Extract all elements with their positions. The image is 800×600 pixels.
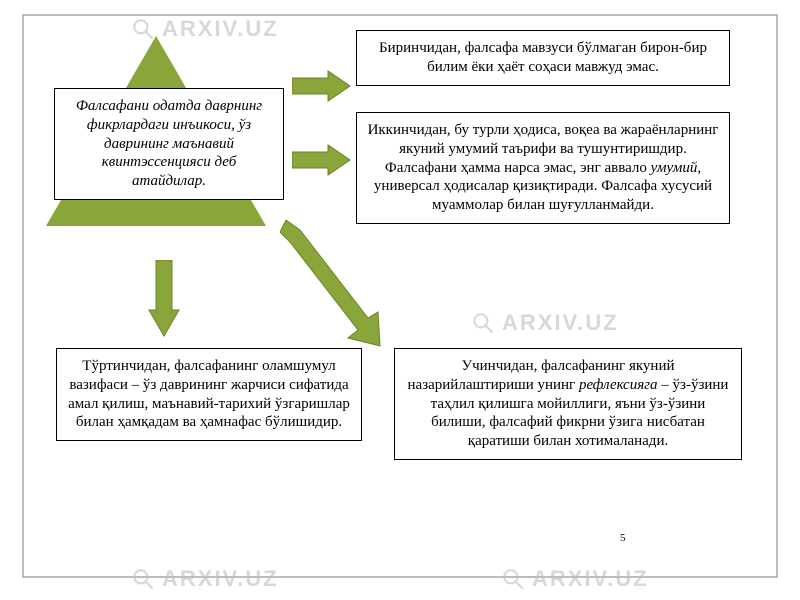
arrow-right-2 xyxy=(292,142,352,178)
page-number: 5 xyxy=(620,532,626,544)
box-fourth-text: Тўртинчидан, фалсафанинг оламшумул вазиф… xyxy=(68,358,350,430)
arrow-right-1 xyxy=(292,68,352,104)
box-fourth: Тўртинчидан, фалсафанинг оламшумул вазиф… xyxy=(56,348,362,441)
box-first: Биринчидан, фалсафа мавзуси бўлмаган бир… xyxy=(356,30,730,86)
arrow-diag xyxy=(280,220,390,350)
arrow-down xyxy=(146,260,182,338)
box-third: Учинчидан, фалсафанинг якуний назарийлаш… xyxy=(394,348,742,460)
source-box: Фалсафани одатда даврнинг фикрлардаги ин… xyxy=(54,88,284,200)
box-second: Иккинчидан, бу турли ҳодиса, воқеа ва жа… xyxy=(356,112,730,224)
source-text: Фалсафани одатда даврнинг фикрлардаги ин… xyxy=(76,98,262,189)
box-second-italic: умумий xyxy=(651,160,698,176)
box-third-italic: рефлексияга xyxy=(579,377,658,393)
box-first-text: Биринчидан, фалсафа мавзуси бўлмаган бир… xyxy=(379,40,707,75)
